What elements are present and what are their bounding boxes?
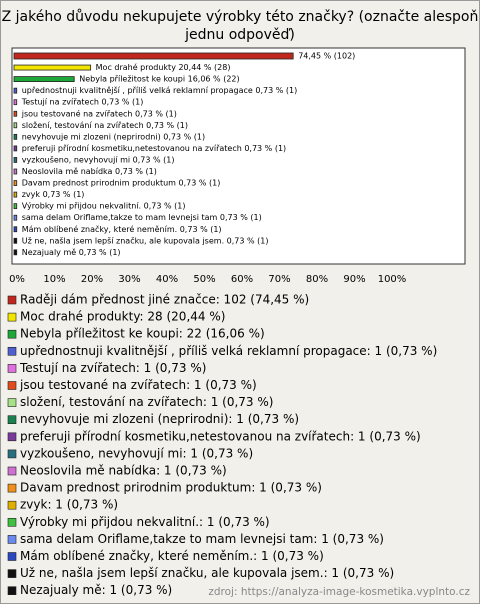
value-label: vyzkoušeno, nevyhovují mi 0,73 % (1)	[22, 154, 175, 164]
bar	[13, 203, 18, 210]
legend-swatch	[7, 483, 17, 493]
x-tick-label: 30%	[118, 274, 140, 285]
legend-label: složení, testování na zvířatech: 1 (0,73…	[20, 395, 273, 409]
legend-swatch	[7, 500, 17, 510]
x-tick-label: 60%	[231, 274, 253, 285]
value-label: Už ne, našla jsem lepší značku, ale kupo…	[22, 235, 269, 245]
x-tick-label: 40%	[156, 274, 178, 285]
value-label: Testují na zvířatech 0,73 % (1)	[21, 98, 144, 107]
bar	[13, 87, 18, 94]
value-label: upřednostnuji kvalitnější , příliš velká…	[22, 85, 297, 95]
legend-swatch	[7, 569, 17, 578]
legend-label: Nezajualy mě: 1 (0,73 %)	[20, 583, 172, 597]
value-label: jsou testované na zvířatech 0,73 % (1)	[21, 108, 177, 118]
value-label: preferuji přírodní kosmetiku,netestovano…	[22, 144, 286, 153]
legend-label: zvyk: 1 (0,73 %)	[20, 498, 118, 512]
x-tick-label: 100%	[378, 274, 407, 285]
legend-swatch	[7, 415, 17, 425]
legend-label: jsou testované na zvířatech: 1 (0,73 %)	[19, 378, 257, 392]
legend-label: preferuji přírodní kosmetiku,netestovano…	[20, 429, 421, 443]
legend-label: Davam prednost prirodnim produktum: 1 (0…	[20, 481, 322, 495]
x-tick-label: 10%	[43, 274, 65, 285]
bar	[13, 52, 294, 60]
x-tick-label: 20%	[81, 274, 103, 285]
legend-label: nevyhovuje mi zlozeni (neprirodni): 1 (0…	[20, 412, 299, 426]
bar	[13, 180, 18, 186]
legend-label: Testují na zvířatech: 1 (0,73 %)	[19, 361, 206, 375]
bar	[13, 168, 18, 175]
bar	[13, 76, 75, 82]
bar	[13, 122, 18, 129]
x-tick-label: 0%	[9, 274, 25, 285]
value-label: 74,45 % (102)	[298, 52, 355, 61]
legend-swatch	[7, 449, 17, 459]
value-label: Výrobky mi přijdou nekvalitní. 0,73 % (1…	[22, 202, 186, 211]
legend-swatch	[7, 517, 17, 527]
legend-swatch	[7, 364, 17, 373]
x-tick-label: 70%	[268, 274, 290, 285]
value-label: Moc drahé produkty 20,44 % (28)	[96, 62, 231, 72]
legend-swatch	[7, 295, 17, 305]
legend-swatch	[7, 466, 17, 476]
legend-swatch	[7, 552, 17, 561]
bar	[13, 110, 18, 117]
bar	[13, 191, 18, 198]
legend-swatch	[7, 535, 17, 544]
legend-label: Neoslovila mě nabídka: 1 (0,73 %)	[20, 464, 227, 478]
bar	[13, 237, 18, 244]
x-tick-label: 90%	[343, 274, 365, 285]
chart-title: Z jakého důvodu nekupujete výrobky této …	[2, 9, 479, 25]
legend-label: Výrobky mi přijdou nekvalitní.: 1 (0,73 …	[20, 515, 270, 529]
legend-label: Mám oblíbené značky, které neměním.: 1 (…	[20, 549, 324, 563]
value-label: složení, testování na zvířatech 0,73 % (…	[22, 121, 188, 130]
bar	[13, 249, 18, 256]
legend-swatch	[7, 346, 17, 356]
legend-swatch	[7, 586, 17, 596]
bar	[13, 145, 18, 152]
value-label: Mám oblíbené značky, které neměním. 0,73…	[22, 224, 222, 234]
value-label: zvyk 0,73 % (1)	[22, 190, 85, 199]
value-label: sama delam Oriflame,takze to mam levnejs…	[22, 213, 262, 222]
legend-swatch	[7, 398, 17, 407]
legend-swatch	[7, 312, 17, 322]
legend-swatch	[7, 432, 17, 442]
bar	[13, 226, 18, 233]
legend-swatch	[7, 329, 17, 339]
value-label: Nezajualy mě 0,73 % (1)	[22, 248, 121, 257]
value-label: Neoslovila mě nabídka 0,73 % (1)	[22, 167, 157, 176]
legend-label: sama delam Oriflame,takze to mam levnejs…	[20, 532, 384, 546]
legend-label: upřednostnuji kvalitnější , příliš velká…	[20, 344, 437, 358]
bar	[13, 157, 18, 163]
source: zdroj: https://analyza-image-kosmetika.v…	[208, 586, 470, 598]
value-label: nevyhovuje mi zlozeni (neprirodni) 0,73 …	[22, 132, 205, 141]
x-tick-label: 80%	[306, 274, 328, 285]
legend-label: vyzkoušeno, nevyhovují mi: 1 (0,73 %)	[20, 446, 253, 460]
x-tick-label: 50%	[193, 274, 215, 285]
legend-label: Moc drahé produkty: 28 (20,44 %)	[20, 310, 225, 324]
chart-title: jednu odpověď)	[184, 27, 295, 43]
value-label: Davam prednost prirodnim produktum 0,73 …	[22, 179, 221, 188]
plot-area	[11, 47, 466, 265]
bar	[13, 133, 18, 140]
legend-label: Nebyla příležitost ke koupi: 22 (16,06 %…	[20, 327, 265, 341]
bar	[13, 64, 92, 71]
legend-label: Raději dám přednost jiné značce: 102 (74…	[20, 293, 309, 307]
legend-swatch	[7, 381, 17, 390]
value-label: Nebyla příležitost ke koupi 16,06 % (22)	[79, 75, 239, 84]
bar	[13, 99, 18, 106]
legend-label: Už ne, našla jsem lepší značku, ale kupo…	[20, 566, 394, 580]
bar	[13, 214, 18, 221]
